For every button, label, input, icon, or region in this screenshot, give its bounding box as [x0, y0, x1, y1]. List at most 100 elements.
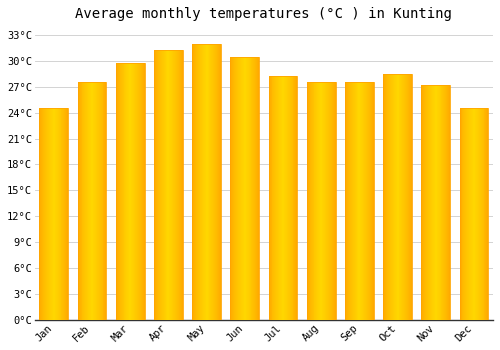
- Bar: [314, 82, 316, 320]
- Bar: [476, 108, 477, 320]
- Bar: [196, 43, 197, 320]
- Bar: [95, 82, 96, 320]
- Bar: [366, 82, 367, 320]
- Bar: [156, 50, 157, 320]
- Bar: [323, 82, 324, 320]
- Bar: [234, 56, 235, 320]
- Bar: [385, 74, 386, 320]
- Bar: [219, 43, 220, 320]
- Bar: [192, 43, 221, 320]
- Title: Average monthly temperatures (°C ) in Kunting: Average monthly temperatures (°C ) in Ku…: [76, 7, 452, 21]
- Bar: [285, 76, 286, 320]
- Bar: [383, 74, 412, 320]
- Bar: [42, 108, 43, 320]
- Bar: [286, 76, 287, 320]
- Bar: [384, 74, 385, 320]
- Bar: [161, 50, 162, 320]
- Bar: [408, 74, 409, 320]
- Bar: [84, 82, 86, 320]
- Bar: [49, 108, 50, 320]
- Bar: [53, 108, 54, 320]
- Bar: [40, 108, 42, 320]
- Bar: [55, 108, 56, 320]
- Bar: [468, 108, 469, 320]
- Bar: [197, 43, 198, 320]
- Bar: [284, 76, 285, 320]
- Bar: [280, 76, 281, 320]
- Bar: [392, 74, 393, 320]
- Bar: [436, 85, 438, 320]
- Bar: [364, 82, 365, 320]
- Bar: [325, 82, 326, 320]
- Bar: [393, 74, 394, 320]
- Bar: [363, 82, 364, 320]
- Bar: [80, 82, 82, 320]
- Bar: [134, 63, 135, 320]
- Bar: [208, 43, 210, 320]
- Bar: [354, 82, 356, 320]
- Bar: [237, 56, 238, 320]
- Bar: [193, 43, 194, 320]
- Bar: [176, 50, 177, 320]
- Bar: [383, 74, 384, 320]
- Bar: [270, 76, 272, 320]
- Bar: [387, 74, 388, 320]
- Bar: [422, 85, 424, 320]
- Bar: [352, 82, 354, 320]
- Bar: [477, 108, 478, 320]
- Bar: [88, 82, 89, 320]
- Bar: [365, 82, 366, 320]
- Bar: [370, 82, 371, 320]
- Bar: [404, 74, 405, 320]
- Bar: [257, 56, 258, 320]
- Bar: [254, 56, 256, 320]
- Bar: [159, 50, 160, 320]
- Bar: [154, 50, 155, 320]
- Bar: [390, 74, 391, 320]
- Bar: [281, 76, 282, 320]
- Bar: [173, 50, 174, 320]
- Bar: [175, 50, 176, 320]
- Bar: [480, 108, 482, 320]
- Bar: [310, 82, 312, 320]
- Bar: [482, 108, 484, 320]
- Bar: [218, 43, 219, 320]
- Bar: [91, 82, 92, 320]
- Bar: [246, 56, 248, 320]
- Bar: [243, 56, 244, 320]
- Bar: [239, 56, 240, 320]
- Bar: [290, 76, 292, 320]
- Bar: [307, 82, 308, 320]
- Bar: [294, 76, 296, 320]
- Bar: [46, 108, 47, 320]
- Bar: [202, 43, 203, 320]
- Bar: [329, 82, 330, 320]
- Bar: [100, 82, 102, 320]
- Bar: [140, 63, 141, 320]
- Bar: [58, 108, 59, 320]
- Bar: [268, 76, 298, 320]
- Bar: [232, 56, 234, 320]
- Bar: [154, 50, 182, 320]
- Bar: [256, 56, 257, 320]
- Bar: [116, 63, 144, 320]
- Bar: [51, 108, 52, 320]
- Bar: [160, 50, 161, 320]
- Bar: [240, 56, 241, 320]
- Bar: [118, 63, 119, 320]
- Bar: [448, 85, 449, 320]
- Bar: [430, 85, 431, 320]
- Bar: [162, 50, 164, 320]
- Bar: [347, 82, 348, 320]
- Bar: [135, 63, 136, 320]
- Bar: [166, 50, 168, 320]
- Bar: [475, 108, 476, 320]
- Bar: [174, 50, 175, 320]
- Bar: [192, 43, 193, 320]
- Bar: [362, 82, 363, 320]
- Bar: [360, 82, 362, 320]
- Bar: [40, 108, 68, 320]
- Bar: [428, 85, 429, 320]
- Bar: [324, 82, 325, 320]
- Bar: [350, 82, 351, 320]
